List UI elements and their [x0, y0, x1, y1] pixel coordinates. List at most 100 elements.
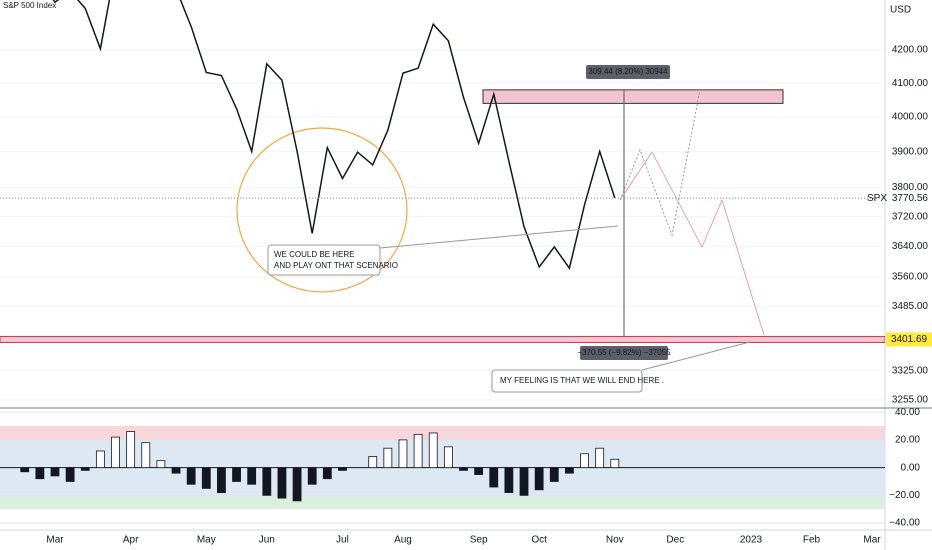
- osc-tick-label: 20.00: [895, 435, 920, 446]
- projection-up: [619, 89, 701, 237]
- price-line: [52, 0, 616, 270]
- y-tick-label: 3900.00: [892, 146, 929, 157]
- annotation-box: [580, 346, 668, 360]
- osc-bar: [111, 436, 120, 469]
- osc-bar: [443, 446, 453, 469]
- y-tick-label: 3485.00: [892, 301, 929, 312]
- y-tick-label: 3800.00: [892, 182, 929, 193]
- osc-bar: [171, 467, 181, 474]
- x-tick-label: Jul: [336, 535, 349, 546]
- osc-bar: [95, 450, 105, 469]
- x-tick-label: Mar: [863, 535, 881, 546]
- osc-bar: [80, 467, 90, 471]
- osc-tick-label: 40.00: [895, 407, 920, 418]
- x-tick-label: Oct: [531, 535, 547, 546]
- y-tick-label: 4000.00: [892, 112, 929, 123]
- osc-bar: [65, 467, 75, 482]
- y-tick-label: 3640.00: [892, 241, 929, 252]
- main-pane: 309.44 (8.20%) 30944 −370.55 (−9.82%) −37…: [0, 0, 885, 401]
- osc-bar: [156, 460, 166, 469]
- axes: 4200.00 4100.00 4000.00 3900.00 3800.00 3720.…: [46, 45, 932, 546]
- osc-bar: [50, 467, 60, 477]
- osc-bar: [368, 456, 378, 469]
- y-tick-label: 3720.00: [892, 211, 929, 222]
- osc-bar: [413, 433, 423, 469]
- osc-bar: [504, 467, 514, 493]
- osc-bar: [383, 447, 393, 469]
- y-tick-label: 3255.00: [892, 395, 929, 406]
- osc-bar: [141, 442, 151, 469]
- currency: USD: [890, 5, 911, 16]
- annotation-box: [586, 65, 670, 79]
- annotation-text: 309.44 (8.20%) 30944: [588, 67, 668, 76]
- osc-bar: [217, 467, 226, 493]
- y-tick-label: 4100.00: [892, 78, 929, 89]
- osc-bar: [292, 467, 302, 502]
- annotation: 309.44 (8.20%) 30944: [586, 65, 670, 79]
- symbol-label: SPX: [867, 193, 887, 204]
- x-tick-label: Feb: [803, 535, 821, 546]
- osc-bar: [549, 467, 559, 482]
- annotation-text: WE COULD BE HERE: [274, 250, 354, 259]
- osc-bar: [322, 467, 332, 480]
- osc-bar: [610, 458, 620, 469]
- osc-bar: [35, 467, 45, 480]
- projection-down: [619, 151, 765, 336]
- osc-bar: [277, 467, 287, 499]
- osc-bar: [338, 467, 347, 471]
- annotation: −370.55 (−9.82%) −37055: [577, 346, 671, 360]
- osc-bar: [307, 467, 317, 485]
- osc-bar: [201, 467, 211, 489]
- osc-bar: [262, 467, 272, 496]
- osc-bar: [595, 447, 605, 469]
- x-tick-label: May: [197, 535, 216, 546]
- target-label: 3401.69: [891, 334, 928, 345]
- annotation-text: MY FEELING IS THAT WE WILL END HERE .: [500, 376, 664, 385]
- y-tick-label: 3325.00: [892, 365, 929, 376]
- osc-bar: [398, 439, 408, 469]
- x-tick-label: Aug: [394, 535, 412, 546]
- osc-zone-lower: [0, 495, 885, 510]
- annotation-box: [267, 244, 381, 276]
- annotation-pointer: [641, 341, 751, 371]
- x-tick-label: Jun: [259, 535, 275, 546]
- osc-bar: [580, 453, 589, 469]
- osc-bar: [428, 432, 438, 469]
- y-tick-label: 4200.00: [892, 45, 929, 56]
- osc-bar: [232, 467, 241, 482]
- x-tick-label: Dec: [666, 535, 684, 546]
- osc-tick-label: −40.00: [889, 518, 920, 529]
- x-tick-label: Sep: [470, 535, 488, 546]
- oscillator-pane: [0, 411, 885, 524]
- x-tick-label: Apr: [123, 535, 139, 546]
- annotation-pointer: [379, 225, 619, 249]
- annotation-text: AND PLAY ONT THAT SCENARIO: [274, 261, 398, 270]
- x-tick-label: 2023: [740, 535, 763, 546]
- scenario-circle: [236, 127, 408, 293]
- target-label-bg: [886, 332, 932, 347]
- annotation-text: −370.55 (−9.82%) −37055: [577, 348, 671, 357]
- price-axis-bg: [885, 0, 932, 550]
- osc-bar: [489, 467, 499, 488]
- annotation-box: [491, 369, 643, 393]
- osc-bar: [126, 431, 136, 469]
- resistance-zone: [482, 89, 784, 104]
- target-level: [0, 335, 885, 343]
- y-tick-label: 3560.00: [892, 272, 929, 283]
- osc-tick-label: 0.00: [901, 462, 921, 473]
- x-tick-label: Mar: [46, 535, 64, 546]
- chart-title: S&P 500 Index: [3, 1, 56, 10]
- osc-bar: [459, 467, 468, 471]
- last-price-label: 3770.56: [892, 193, 929, 204]
- x-tick-label: Nov: [606, 535, 624, 546]
- osc-bar: [534, 467, 544, 491]
- osc-bar: [186, 467, 196, 485]
- osc-bar: [20, 467, 30, 473]
- osc-bar: [519, 467, 529, 496]
- osc-bar: [474, 467, 484, 475]
- osc-zone-upper: [0, 426, 885, 440]
- osc-bar: [247, 467, 257, 485]
- osc-tick-label: −20.00: [889, 490, 920, 501]
